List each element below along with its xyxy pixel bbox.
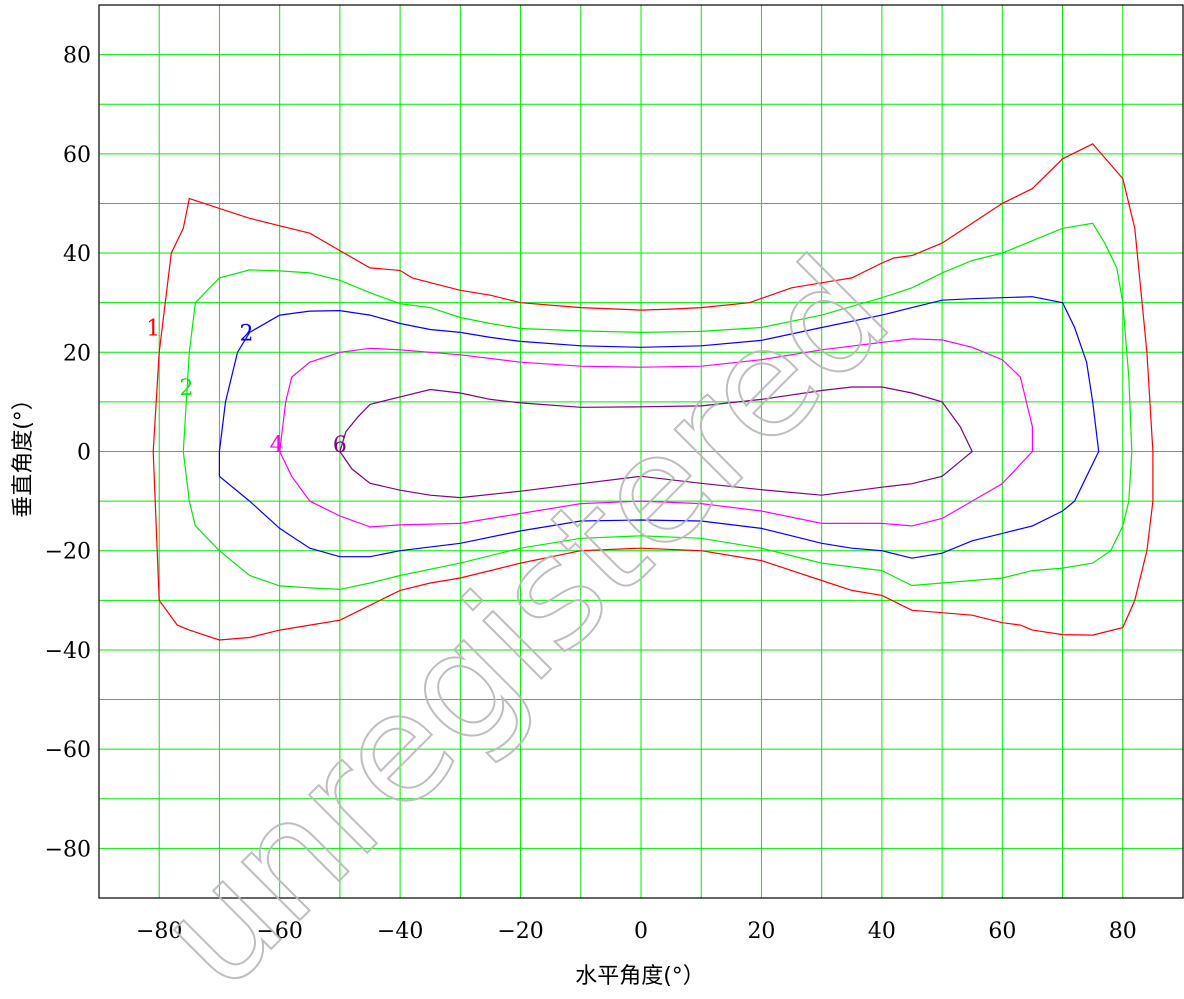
- contour-line-1: [152, 143, 1154, 641]
- contour-line-2: [182, 222, 1133, 591]
- contour-label-4: 4: [270, 433, 284, 458]
- tick-labels: −80 −60 −40 −20 0 20 40 60 80 −80 −60 −40 −20 0 20 40 60…: [45, 44, 1137, 944]
- x-tick-label: 60: [988, 919, 1016, 944]
- contour-label-3: 2: [240, 321, 254, 346]
- x-tick-label: 0: [634, 919, 648, 944]
- plot-frame: [98, 4, 1184, 899]
- y-tick-label: −80: [45, 837, 91, 862]
- y-tick-label: 40: [63, 242, 91, 267]
- y-tick-label: 20: [63, 341, 91, 366]
- y-tick-label: −20: [45, 540, 91, 565]
- x-axis-title: 水平角度(°）: [575, 964, 705, 989]
- y-tick-label: 0: [77, 441, 91, 466]
- x-tick-label: −40: [377, 919, 423, 944]
- y-tick-label: −60: [45, 738, 91, 763]
- contour-label-2: 2: [179, 376, 193, 401]
- x-tick-label: 80: [1109, 919, 1137, 944]
- contour-series: [152, 143, 1154, 641]
- x-tick-label: −20: [497, 919, 543, 944]
- contour-labels: 1 2 2 4 6: [146, 316, 347, 458]
- y-tick-label: 60: [63, 143, 91, 168]
- contour-label-5: 6: [333, 433, 347, 458]
- x-tick-label: 20: [747, 919, 775, 944]
- grid-lines: [99, 5, 1183, 898]
- x-tick-label: −60: [256, 919, 302, 944]
- contour-line-4: [279, 338, 1034, 528]
- y-tick-label: 80: [63, 44, 91, 69]
- x-tick-label: −80: [136, 919, 182, 944]
- contour-line-3: [218, 296, 1100, 559]
- contour-label-1: 1: [146, 316, 160, 341]
- contour-line-5: [339, 386, 973, 499]
- y-tick-label: −40: [45, 639, 91, 664]
- x-tick-label: 40: [868, 919, 896, 944]
- y-axis-title: 垂直角度(°）: [11, 388, 36, 518]
